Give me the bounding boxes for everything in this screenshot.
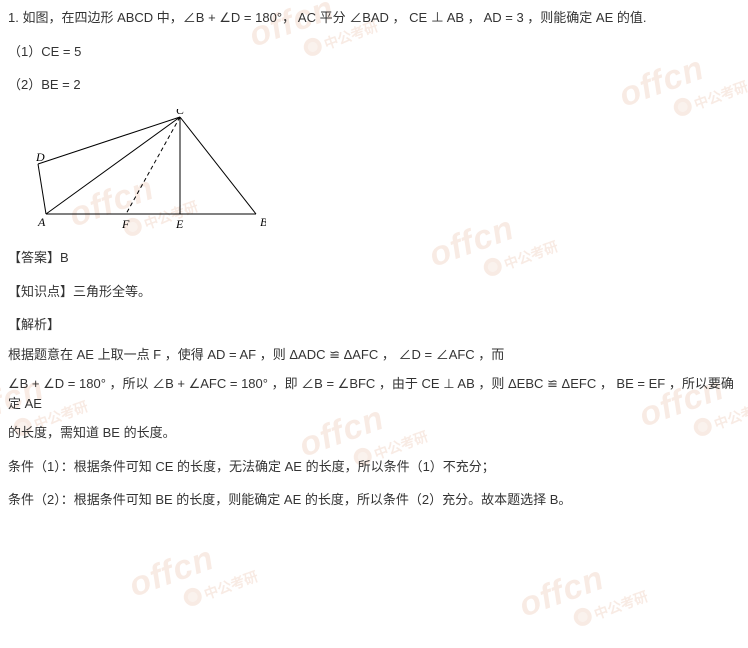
point-value: 三角形全等。 <box>73 284 151 299</box>
analysis-label: 【解析】 <box>8 315 736 335</box>
analysis-cond1: 条件（1）：根据条件可知 CE 的长度，无法确定 AE 的长度，所以条件（1）不… <box>8 457 736 477</box>
analysis-line1: 根据题意在 AE 上取一点 F ，使得 AD = AF ，则 ΔADC ≌ ΔA… <box>8 345 736 365</box>
answer-label: 【答案】 <box>8 250 60 265</box>
option-2: （2）BE = 2 <box>8 75 736 95</box>
point-label: 【知识点】 <box>8 284 73 299</box>
analysis-cond2: 条件（2）：根据条件可知 BE 的长度，则能确定 AE 的长度，所以条件（2）充… <box>8 490 736 510</box>
answer-line: 【答案】B <box>8 248 736 268</box>
analysis-line3: 的长度，需知道 BE 的长度。 <box>8 423 736 443</box>
geometry-figure: A B C D E F <box>36 109 736 235</box>
svg-text:F: F <box>121 217 130 229</box>
svg-text:C: C <box>176 109 185 117</box>
answer-value: B <box>60 250 69 265</box>
svg-text:A: A <box>37 215 46 229</box>
option-1: （1）CE = 5 <box>8 42 736 62</box>
knowledge-point: 【知识点】三角形全等。 <box>8 282 736 302</box>
analysis-line2: ∠B + ∠D = 180° ，所以 ∠B + ∠AFC = 180° ，即 ∠… <box>8 374 736 413</box>
problem-stem: 1. 如图，在四边形 ABCD 中，∠B + ∠D = 180°， AC 平分 … <box>8 8 736 28</box>
svg-text:B: B <box>260 215 266 229</box>
svg-text:E: E <box>175 217 184 229</box>
svg-text:D: D <box>36 150 45 164</box>
watermark: offcn中公考研 <box>512 541 651 648</box>
